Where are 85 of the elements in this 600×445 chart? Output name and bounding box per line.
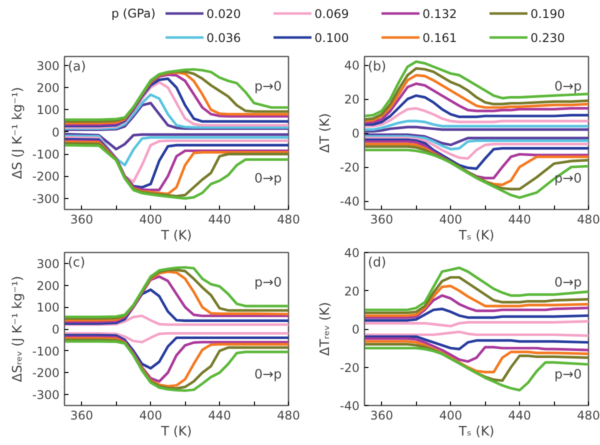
line-series (364, 276, 588, 314)
annotation: (d) (368, 256, 386, 271)
legend-title: p (GPa) (111, 6, 156, 20)
legend-label: 0.132 (422, 7, 457, 21)
y-axis-title: ΔT (K) (318, 113, 333, 153)
annotation: 0→p (554, 80, 582, 95)
legend-label: 0.036 (206, 31, 241, 45)
legend-label: 0.100 (314, 31, 349, 45)
x-tick-label: 440 (508, 212, 532, 226)
line-series (364, 148, 588, 199)
line-series (364, 294, 588, 319)
legend-label: 0.161 (422, 31, 457, 45)
x-tick-label: 480 (277, 212, 300, 226)
annotation: p→0 (554, 171, 582, 186)
x-tick-label: 440 (208, 212, 232, 226)
y-tick-label: 0 (352, 322, 360, 336)
y-tick-label: -100 (32, 344, 60, 358)
annotation: p→0 (254, 80, 282, 95)
y-tick-label: -20 (340, 160, 360, 174)
annotation: (b) (368, 60, 386, 75)
annotation: 0→p (254, 367, 282, 382)
y-tick-label: 100 (36, 103, 60, 118)
line-series (64, 332, 288, 344)
y-tick-label: -100 (32, 148, 60, 162)
annotation: (c) (68, 256, 86, 271)
y-tick-label: 100 (36, 300, 60, 315)
y-tick-label: 0 (352, 126, 360, 140)
line-series (364, 60, 588, 118)
legend-label: 0.230 (530, 31, 565, 45)
y-tick-label: 0 (52, 125, 60, 140)
x-tick-label: 480 (577, 408, 600, 422)
line-series (64, 334, 288, 370)
line-series (364, 308, 588, 322)
annotation: p→0 (254, 276, 282, 291)
x-axis-title: T (K) (160, 228, 192, 244)
x-tick-label: 400 (439, 408, 462, 422)
y-tick-label: 300 (36, 58, 60, 73)
y-tick-label: -20 (340, 360, 360, 375)
annotation: 0→p (554, 276, 582, 291)
y-axis-title: ΔSᵣₑᵥ (J K⁻¹ kg⁻¹) (10, 276, 26, 382)
y-tick-label: -300 (32, 388, 60, 402)
x-tick-label: 480 (577, 212, 600, 226)
x-tick-label: 480 (277, 408, 300, 422)
y-tick-label: 0 (52, 322, 60, 336)
y-axis-title: ΔTᵣₑᵥ (K) (318, 302, 333, 356)
x-tick-label: 360 (370, 408, 394, 422)
y-tick-label: 200 (36, 278, 60, 293)
y-tick-label: -200 (32, 366, 60, 380)
x-tick-label: 400 (439, 212, 462, 226)
x-axis-title: T (K) (160, 424, 192, 440)
y-tick-label: -200 (32, 170, 60, 184)
y-tick-label: 300 (36, 256, 60, 271)
line-series (364, 82, 588, 124)
annotation: p→0 (554, 367, 582, 382)
y-tick-label: -300 (32, 192, 60, 206)
line-series (364, 346, 588, 392)
y-tick-label: -40 (340, 194, 360, 208)
x-tick-label: 360 (70, 408, 94, 422)
line-series (364, 266, 588, 312)
legend-label: 0.190 (530, 7, 565, 21)
line-series (364, 335, 588, 350)
y-tick-label: 200 (36, 81, 60, 96)
annotation: (a) (68, 60, 86, 75)
line-series (364, 136, 588, 160)
y-tick-label: -40 (340, 399, 360, 413)
y-tick-label: 20 (344, 92, 360, 106)
y-tick-label: 40 (344, 58, 360, 72)
x-axis-title: Tₛ (K) (458, 228, 494, 244)
legend-label: 0.020 (206, 7, 241, 21)
x-tick-label: 440 (208, 408, 232, 422)
x-tick-label: 400 (139, 212, 162, 226)
y-tick-label: 20 (344, 284, 360, 298)
x-tick-label: 360 (70, 212, 94, 226)
x-tick-label: 400 (139, 408, 162, 422)
y-axis-title: ΔS (J K⁻¹ kg⁻¹) (10, 87, 26, 179)
line-series (364, 138, 588, 170)
x-tick-label: 360 (370, 212, 394, 226)
y-tick-label: 40 (344, 246, 360, 260)
line-series (364, 337, 588, 363)
x-axis-title: Tₛ (K) (458, 424, 494, 440)
annotation: 0→p (254, 171, 282, 186)
legend-label: 0.069 (314, 7, 349, 21)
x-tick-label: 440 (508, 408, 532, 422)
line-series (364, 107, 588, 128)
line-series (364, 94, 588, 126)
